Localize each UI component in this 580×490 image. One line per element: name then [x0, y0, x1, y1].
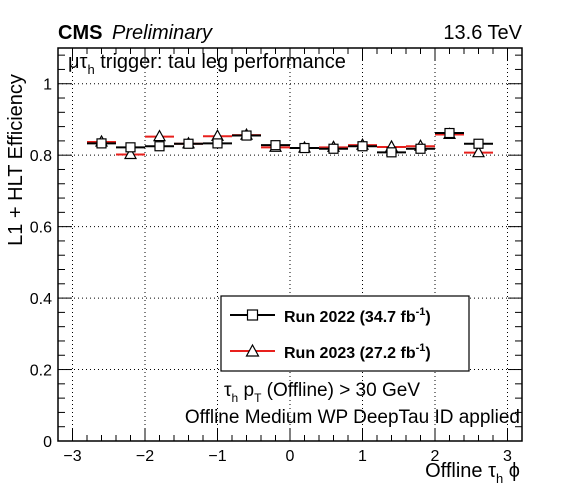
- legend-entry-2022: Run 2022 (34.7 fb-1): [230, 306, 431, 326]
- data-series: [87, 127, 493, 160]
- x-tick-label: 2: [431, 448, 440, 465]
- preliminary-label: Preliminary: [112, 22, 213, 44]
- y-tick-label: 0.6: [30, 220, 52, 237]
- tick-labels: −3 −2 −1 0 1 2 3 0 0.2 0.4 0.6 0.8 1: [30, 77, 512, 465]
- x-tick-label: 3: [503, 448, 512, 465]
- y-tick-label: 0.8: [30, 148, 52, 165]
- data-point-square: [241, 130, 252, 141]
- data-point-square: [299, 142, 310, 154]
- legend-label-2023: Run 2023 (27.2 fb-1): [284, 342, 431, 362]
- cms-label: CMS Preliminary: [58, 22, 213, 44]
- data-point-square: [444, 127, 455, 139]
- x-tick-label: −2: [136, 448, 154, 465]
- data-point-square: [270, 140, 281, 151]
- legend-marker-2023: [245, 343, 260, 357]
- data-point-triangle: [123, 147, 138, 160]
- legend-label-2022: Run 2022 (34.7 fb-1): [284, 306, 431, 326]
- series-2022: [87, 127, 493, 158]
- energy-label: 13.6 TeV: [443, 22, 522, 44]
- x-tick-label: 0: [286, 448, 295, 465]
- data-point-square: [183, 138, 194, 149]
- x-tick-label: 1: [358, 448, 367, 465]
- data-point-square: [415, 143, 426, 154]
- data-point-square: [357, 141, 368, 152]
- y-axis-label: L1 + HLT Efficiency: [5, 74, 27, 246]
- data-point-square: [212, 138, 223, 149]
- legend-entry-2023: Run 2023 (27.2 fb-1): [230, 342, 431, 362]
- legend-box: [220, 295, 470, 372]
- data-point-square: [386, 147, 397, 158]
- y-tick-label: 0.2: [30, 363, 52, 380]
- axis-ticks: [57, 48, 523, 442]
- x-tick-label: −3: [63, 448, 81, 465]
- data-point-triangle: [471, 145, 486, 158]
- data-point-square: [473, 138, 484, 149]
- legend: Run 2022 (34.7 fb-1) Run 2023 (27.2 fb-1…: [220, 295, 470, 372]
- y-tick-label: 0.4: [30, 291, 52, 308]
- data-point-square: [125, 142, 136, 153]
- data-point-square: [154, 141, 165, 152]
- trigger-annotation: μτh trigger: tau leg performance: [68, 51, 346, 77]
- x-axis-label: Offline τh ϕ: [425, 460, 520, 486]
- data-point-square: [96, 138, 107, 149]
- y-tick-label: 1: [43, 77, 52, 94]
- data-point-triangle: [152, 129, 167, 142]
- id-annotation: Offline Medium WP DeepTau ID applied: [185, 407, 520, 428]
- y-tick-label: 0: [43, 434, 52, 451]
- data-point-square: [328, 143, 339, 154]
- legend-marker-2022: [246, 309, 259, 321]
- x-tick-label: −1: [208, 448, 226, 465]
- cut-annotation: τh pT (Offline) > 30 GeV: [224, 380, 420, 405]
